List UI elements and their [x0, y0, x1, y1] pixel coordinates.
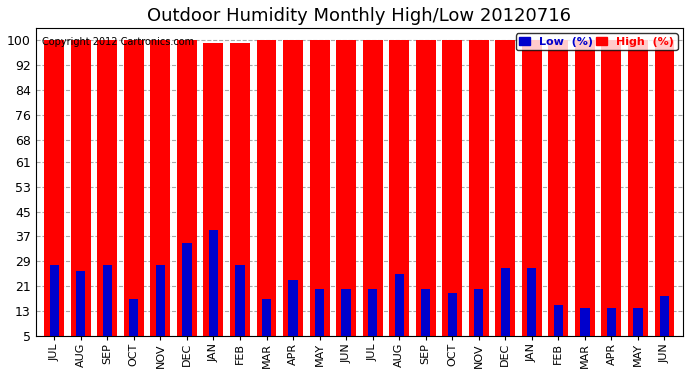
- Bar: [628, 40, 648, 352]
- Bar: [660, 296, 669, 352]
- Bar: [204, 44, 224, 352]
- Bar: [76, 271, 86, 352]
- Title: Outdoor Humidity Monthly High/Low 20120716: Outdoor Humidity Monthly High/Low 201207…: [148, 7, 571, 25]
- Bar: [389, 40, 409, 352]
- Bar: [315, 290, 324, 352]
- Bar: [209, 230, 218, 352]
- Text: Copyright 2012 Cartronics.com: Copyright 2012 Cartronics.com: [42, 37, 195, 47]
- Bar: [97, 40, 117, 352]
- Bar: [182, 243, 192, 352]
- Bar: [549, 40, 569, 352]
- Bar: [230, 44, 250, 352]
- Bar: [395, 274, 404, 352]
- Bar: [103, 264, 112, 352]
- Bar: [474, 290, 484, 352]
- Bar: [129, 299, 139, 352]
- Bar: [288, 280, 297, 352]
- Bar: [336, 40, 356, 352]
- Bar: [442, 40, 462, 352]
- Bar: [655, 40, 674, 352]
- Bar: [257, 40, 277, 352]
- Bar: [150, 40, 170, 352]
- Bar: [310, 40, 330, 352]
- Bar: [156, 264, 165, 352]
- Bar: [495, 40, 515, 352]
- Bar: [522, 40, 542, 352]
- Bar: [501, 268, 510, 352]
- Bar: [580, 308, 589, 352]
- Bar: [575, 40, 595, 352]
- Bar: [177, 40, 197, 352]
- Bar: [44, 40, 64, 352]
- Bar: [235, 264, 245, 352]
- Bar: [71, 40, 90, 352]
- Bar: [602, 40, 622, 352]
- Bar: [363, 40, 382, 352]
- Bar: [262, 299, 271, 352]
- Bar: [124, 40, 144, 352]
- Bar: [368, 290, 377, 352]
- Bar: [283, 40, 303, 352]
- Bar: [607, 308, 616, 352]
- Bar: [421, 290, 431, 352]
- Bar: [633, 308, 642, 352]
- Bar: [527, 268, 536, 352]
- Bar: [448, 292, 457, 352]
- Bar: [553, 305, 563, 352]
- Bar: [469, 40, 489, 352]
- Bar: [50, 264, 59, 352]
- Legend: Low  (%), High  (%): Low (%), High (%): [515, 33, 678, 50]
- Bar: [342, 290, 351, 352]
- Bar: [416, 40, 435, 352]
